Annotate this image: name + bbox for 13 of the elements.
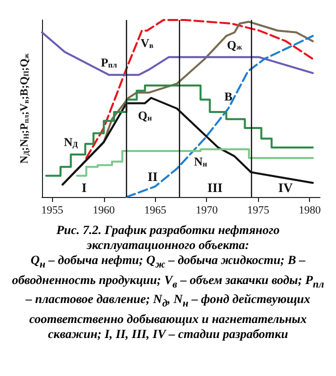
x-tick-label: 1965 (144, 204, 167, 216)
annotation: IV (278, 180, 294, 195)
annotation: II (148, 169, 158, 184)
series-label: B (224, 90, 232, 104)
x-tick-label: 1960 (92, 204, 116, 216)
x-tick-label: 1970 (196, 204, 218, 216)
x-tick-label: 1980 (298, 204, 322, 216)
x-tick-label: 1975 (247, 204, 270, 216)
annotation: I (82, 180, 87, 195)
text: Рис. 7.2. График разработки нефтяного эксплуатационного объекта: (55, 223, 281, 253)
annotation: III (207, 180, 223, 195)
text: Q$_{н}$ – добыча нефти; Q$_{ж}$ – добыча жидкости; B – обводненность продукции; V$_{в}$ – объем закачки воды; P$_{пл}$ – пластовое давление; N$_{д}$, N$_{н}$ – фонд действующих соответственно добывающих и нагнетательных скважин; I, II, III, IV – стадии разработки (12, 253, 324, 340)
x-tick-label: 1955 (41, 204, 64, 216)
